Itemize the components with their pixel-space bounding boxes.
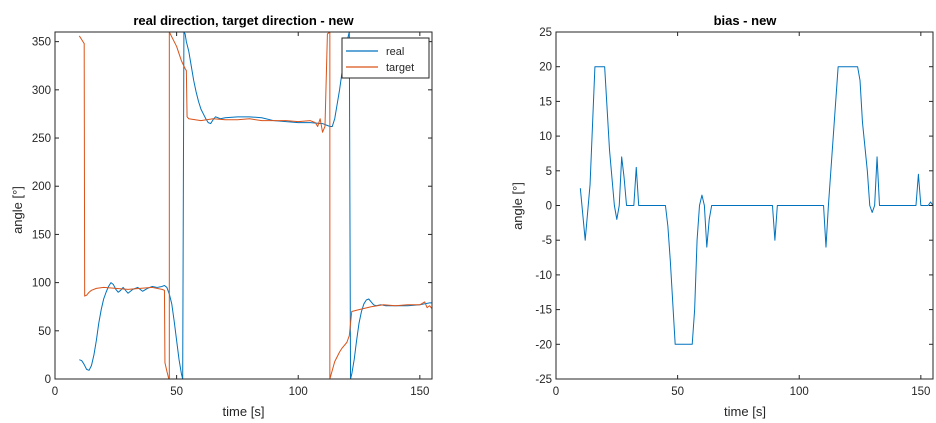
bias-plot-ylabel: angle [°] bbox=[510, 182, 525, 230]
legend-label-real: real bbox=[386, 46, 404, 58]
legend-label-target: target bbox=[386, 62, 414, 74]
y-tick-label: 300 bbox=[32, 85, 51, 97]
y-tick-label: 50 bbox=[38, 326, 51, 338]
direction-plot-lines bbox=[78, 32, 432, 379]
y-tick-label: 15 bbox=[539, 96, 552, 108]
y-tick-label: 20 bbox=[539, 62, 552, 74]
x-tick-label: 150 bbox=[911, 386, 930, 398]
bias-plot-title: bias - new bbox=[714, 13, 778, 28]
y-tick-label: 250 bbox=[32, 133, 51, 145]
x-tick-label: 100 bbox=[289, 386, 308, 398]
y-tick-label: 200 bbox=[32, 181, 51, 193]
y-tick-label: 0 bbox=[45, 374, 51, 386]
y-tick-label: -10 bbox=[535, 270, 552, 282]
y-tick-label: 100 bbox=[32, 278, 51, 290]
direction-plot: real direction, target direction - new t… bbox=[10, 13, 433, 419]
y-tick-label: -15 bbox=[535, 305, 552, 317]
direction-plot-ticks: 0 50 100 150 0 50 100 150 200 250 300 350 bbox=[32, 32, 432, 398]
y-tick-label: -25 bbox=[535, 374, 552, 386]
y-tick-label: 10 bbox=[539, 131, 552, 143]
y-tick-label: -5 bbox=[542, 235, 552, 247]
bias-plot-series-0-line bbox=[579, 66, 933, 345]
bias-plot-lines bbox=[579, 66, 933, 345]
y-tick-label: -20 bbox=[535, 339, 552, 351]
direction-plot-xlabel: time [s] bbox=[223, 404, 265, 419]
direction-plot-box bbox=[54, 31, 433, 380]
y-tick-label: 25 bbox=[539, 27, 552, 39]
y-tick-label: 0 bbox=[546, 201, 552, 213]
x-tick-label: 150 bbox=[410, 386, 429, 398]
x-tick-label: 0 bbox=[553, 386, 559, 398]
direction-plot-legend: real target bbox=[341, 37, 430, 79]
bias-plot-ticks: 0 50 100 150 -25 -20 -15 -10 -5 0 5 10 15 20 25 bbox=[535, 27, 933, 398]
y-tick-label: 5 bbox=[546, 166, 552, 178]
y-tick-label: 150 bbox=[32, 229, 51, 241]
direction-plot-series-real-line bbox=[79, 32, 432, 379]
x-tick-label: 50 bbox=[671, 386, 684, 398]
legend-box bbox=[341, 37, 430, 79]
y-tick-label: 350 bbox=[32, 37, 51, 49]
x-tick-label: 0 bbox=[52, 386, 58, 398]
bias-plot-xlabel: time [s] bbox=[724, 404, 766, 419]
direction-plot-title: real direction, target direction - new bbox=[133, 13, 354, 28]
bias-plot: bias - new time [s] angle [°] 0 50 100 150-… bbox=[510, 13, 934, 419]
direction-plot-series-target-line bbox=[78, 32, 432, 379]
x-tick-label: 100 bbox=[790, 386, 809, 398]
x-tick-label: 50 bbox=[170, 386, 183, 398]
direction-plot-ylabel: angle [°] bbox=[10, 186, 25, 234]
bias-plot-box bbox=[555, 31, 934, 380]
